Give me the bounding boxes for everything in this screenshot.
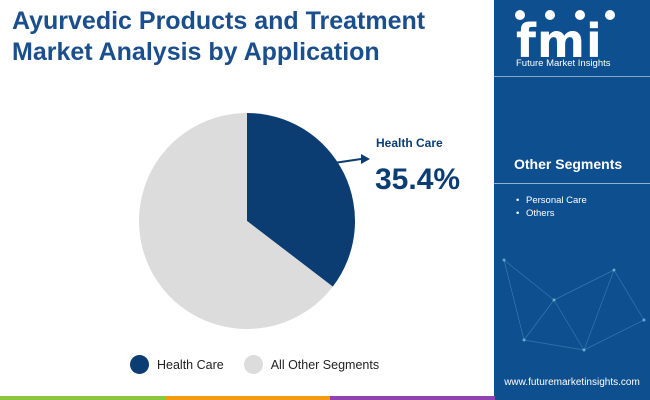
chart-panel: Ayurvedic Products and Treatment Market … bbox=[12, 7, 461, 374]
legend-item-health-care: Health Care bbox=[130, 355, 224, 374]
bottom-color-bar bbox=[0, 396, 650, 400]
sidebar: fmi Future Market Insights Other Segment… bbox=[494, 0, 650, 400]
legend-swatch-health-care bbox=[130, 355, 149, 374]
segments-list: Personal Care Others bbox=[516, 194, 587, 220]
chart-title: Ayurvedic Products and Treatment Market … bbox=[12, 7, 426, 66]
pie-chart bbox=[139, 113, 370, 329]
sidebar-divider bbox=[494, 76, 650, 77]
legend-swatch-other-segments bbox=[243, 355, 263, 374]
logo-subtitle: Future Market Insights bbox=[516, 58, 611, 69]
legend: Health Care All Other Segments bbox=[130, 355, 399, 374]
pie-slice-health-care bbox=[247, 113, 355, 287]
callout-value: 35.4% bbox=[375, 163, 461, 196]
fmi-logo-icon bbox=[515, 10, 615, 20]
logo-text: fmi bbox=[516, 14, 603, 68]
legend-label: Health Care bbox=[157, 357, 224, 372]
other-segments-title: Other Segments bbox=[514, 156, 623, 172]
segments-rule bbox=[494, 183, 650, 184]
callout-arrow bbox=[333, 154, 370, 164]
pie-slice-all-other-segments bbox=[139, 113, 333, 329]
legend-label: All Other Segments bbox=[270, 357, 380, 372]
network-graphic-icon bbox=[502, 258, 646, 352]
segment-item: Others bbox=[516, 207, 587, 220]
website-link[interactable]: www.futuremarketinsights.com bbox=[504, 377, 640, 388]
legend-item-other-segments: All Other Segments bbox=[243, 355, 380, 374]
segment-item: Personal Care bbox=[516, 194, 587, 207]
callout-label: Health Care bbox=[376, 136, 443, 150]
